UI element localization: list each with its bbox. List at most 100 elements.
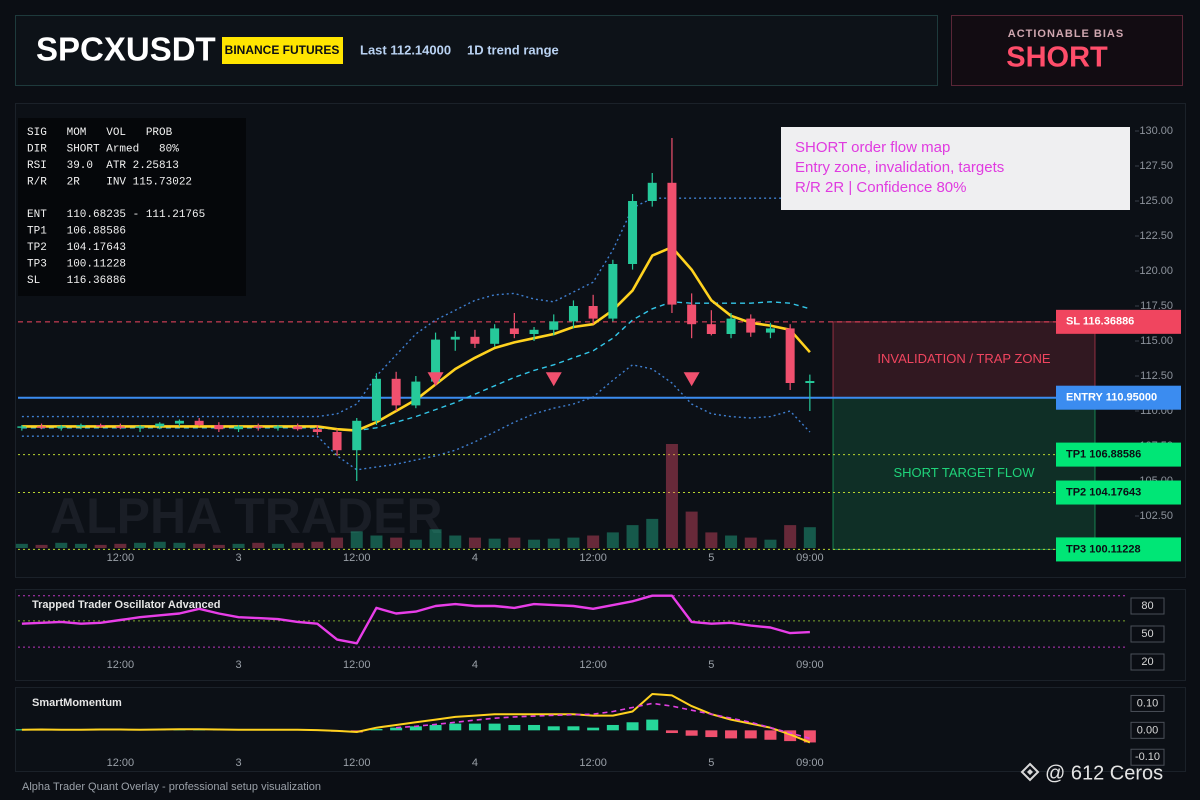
histogram-bar: [587, 727, 600, 731]
volume-bar: [784, 525, 797, 548]
histogram-bar: [764, 730, 777, 740]
volume-bar: [587, 535, 600, 548]
volume-bar: [350, 531, 363, 548]
level-box: [1056, 480, 1181, 505]
x-tick-label: 09:00: [796, 757, 824, 769]
histogram-bar: [567, 726, 580, 731]
y-tick-box: [1130, 721, 1165, 739]
volume-bar: [193, 543, 206, 548]
volume-bar: [429, 529, 442, 548]
histogram-bar: [488, 723, 501, 731]
volume-bar: [94, 544, 107, 548]
panel-title: Trapped Trader Oscillator Advanced: [32, 599, 221, 611]
y-tick-label: 130.00: [1139, 125, 1173, 137]
candle-body: [96, 425, 106, 427]
oscillator-panel: [15, 589, 1186, 681]
candle-body: [234, 426, 244, 430]
histogram-bar: [803, 730, 816, 743]
info-line: TP1 106.88586: [27, 225, 126, 237]
candle-body: [174, 420, 184, 424]
y-tick-label: 127.50: [1139, 160, 1173, 172]
symbol: SPCXUSDT: [36, 31, 216, 68]
histogram-bar: [409, 726, 422, 731]
volume-bar: [153, 541, 166, 548]
level-label: TP2 104.17643: [1066, 486, 1141, 498]
y-tick-label: 102.50: [1139, 510, 1173, 522]
histogram-bar: [685, 730, 698, 736]
x-tick-label: 12:00: [107, 552, 135, 564]
y-tick-box: [1130, 625, 1165, 643]
candle-body: [490, 328, 500, 344]
y-tick-label: -0.10: [1135, 751, 1160, 763]
candle-body: [352, 420, 362, 451]
bias-box: [951, 15, 1183, 86]
candle-body: [411, 381, 421, 406]
x-tick-label: 12:00: [579, 757, 607, 769]
annotation-box: [781, 127, 1130, 210]
x-tick-label: 12:00: [579, 659, 607, 671]
zone: [832, 321, 1096, 399]
histogram-bar: [665, 730, 678, 734]
level-label: SL 116.36886: [1066, 316, 1134, 328]
annotation-line: SHORT order flow map: [795, 139, 950, 156]
histogram-bar: [508, 724, 521, 731]
candle-body: [726, 318, 736, 334]
zone-label: SHORT TARGET FLOW: [893, 465, 1035, 480]
y-tick-label: 117.50: [1140, 300, 1173, 312]
x-tick-label: 5: [708, 757, 714, 769]
volume-bar: [271, 543, 284, 548]
volume-bar: [547, 538, 560, 548]
candle-body: [135, 426, 145, 428]
candle-body: [549, 321, 559, 330]
info-line: DIR SHORT Armed 80%: [27, 143, 179, 155]
histogram-bar: [449, 723, 462, 731]
annotation-line: R/R 2R | Confidence 80%: [795, 179, 966, 196]
volume-bar: [528, 539, 541, 548]
credit: @ 612 Ceros: [1045, 762, 1163, 784]
exchange-badge: [222, 37, 343, 64]
volume-bar: [55, 542, 68, 548]
volume-bar: [134, 542, 147, 548]
candle-body: [194, 420, 204, 425]
info-line: SIG MOM VOL PROB: [27, 127, 173, 139]
signal-marker: [683, 372, 700, 387]
volume-bar: [646, 518, 659, 548]
x-tick-label: 3: [235, 757, 241, 769]
candle-body: [431, 339, 441, 382]
volume-bar: [74, 543, 87, 548]
candle-body: [667, 182, 677, 305]
histogram-bar: [606, 724, 619, 731]
histogram-bar: [528, 724, 541, 731]
candle-body: [332, 432, 342, 451]
y-tick-label: 125.00: [1139, 195, 1173, 207]
x-tick-label: 09:00: [796, 659, 824, 671]
candle-body: [450, 336, 460, 340]
volume-bar: [15, 543, 28, 548]
range: 1D trend range: [467, 42, 559, 57]
volume-bar: [468, 537, 481, 548]
volume-bar: [173, 542, 186, 548]
y-tick-box: [1130, 597, 1165, 615]
volume-bar: [626, 525, 639, 548]
momentum-line: [396, 702, 811, 740]
candle-body: [37, 426, 47, 428]
histogram-bar: [15, 729, 28, 731]
candle-body: [371, 378, 381, 421]
candle-body: [647, 182, 657, 201]
volume-bar: [311, 541, 324, 548]
candle-body: [56, 426, 66, 428]
volume-bar: [291, 542, 304, 548]
histogram-bar: [744, 730, 757, 739]
y-tick-box: [1130, 694, 1165, 712]
x-tick-label: 12:00: [107, 659, 135, 671]
info-line: ENT 110.68235 - 111.21765: [27, 209, 205, 221]
signal-marker: [427, 372, 444, 387]
momentum-line: [21, 693, 811, 744]
info-line: TP2 104.17643: [27, 242, 126, 254]
candle-body: [628, 201, 638, 264]
x-tick-label: 12:00: [343, 757, 371, 769]
level-box: [1056, 537, 1181, 562]
main-chart: INVALIDATION / TRAP ZONE SHORT TARGET FLO…: [15, 125, 1181, 769]
